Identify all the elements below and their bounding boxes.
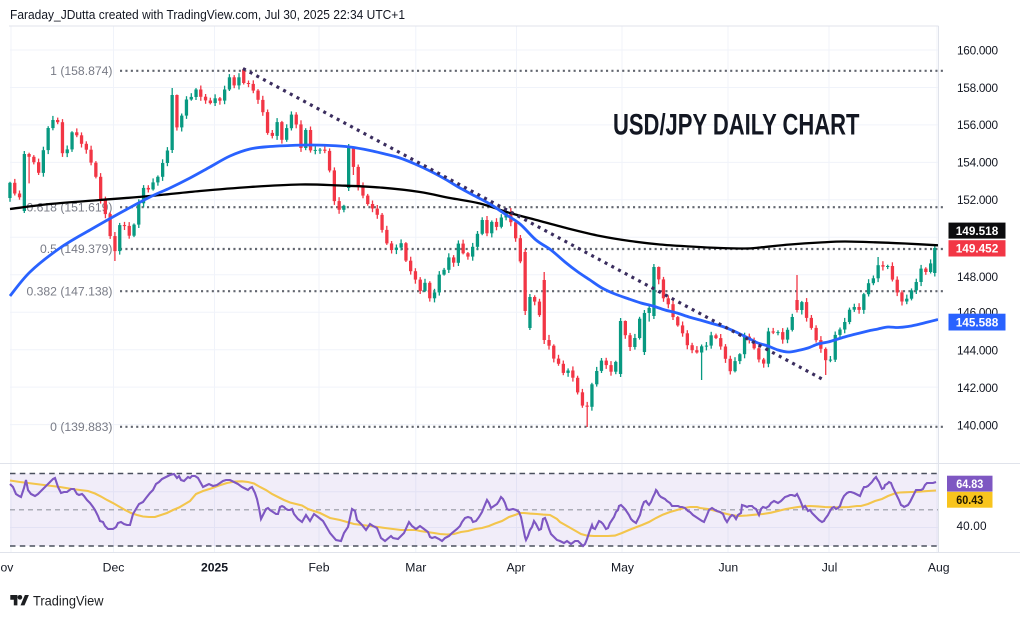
svg-text:40.00: 40.00: [957, 519, 987, 533]
svg-text:Nov: Nov: [0, 561, 14, 575]
svg-text:2025: 2025: [201, 561, 228, 575]
svg-text:158.000: 158.000: [957, 81, 998, 95]
svg-text:149.518: 149.518: [956, 224, 999, 238]
svg-text:60.43: 60.43: [956, 493, 983, 507]
svg-text:149.452: 149.452: [956, 242, 999, 256]
svg-text:140.000: 140.000: [957, 418, 998, 432]
svg-text:156.000: 156.000: [957, 118, 998, 132]
svg-text:0.382 (147.138): 0.382 (147.138): [26, 284, 112, 298]
svg-text:145.588: 145.588: [956, 315, 999, 329]
svg-text:Jun: Jun: [718, 561, 738, 575]
svg-text:May: May: [611, 561, 635, 575]
svg-text:Mar: Mar: [405, 561, 426, 575]
svg-text:0.5 (149.379): 0.5 (149.379): [40, 242, 113, 256]
svg-text:142.000: 142.000: [957, 381, 998, 395]
svg-text:TradingView: TradingView: [33, 594, 104, 609]
svg-text:Faraday_JDutta created with Tr: Faraday_JDutta created with TradingView.…: [10, 7, 405, 22]
svg-text:Dec: Dec: [103, 561, 125, 575]
svg-text:Feb: Feb: [308, 561, 329, 575]
svg-text:144.000: 144.000: [957, 343, 998, 357]
svg-text:148.000: 148.000: [957, 270, 998, 284]
svg-text:Jul: Jul: [822, 561, 838, 575]
svg-text:0 (139.883): 0 (139.883): [50, 420, 112, 434]
svg-text:Apr: Apr: [507, 561, 526, 575]
svg-text:USD/JPY DAILY CHART: USD/JPY DAILY CHART: [613, 109, 860, 142]
svg-text:160.000: 160.000: [957, 43, 998, 57]
svg-text:152.000: 152.000: [957, 193, 998, 207]
svg-text:1 (158.874): 1 (158.874): [50, 64, 112, 78]
svg-text:64.83: 64.83: [956, 477, 983, 491]
svg-text:154.000: 154.000: [957, 156, 998, 170]
svg-text:Aug: Aug: [928, 561, 950, 575]
